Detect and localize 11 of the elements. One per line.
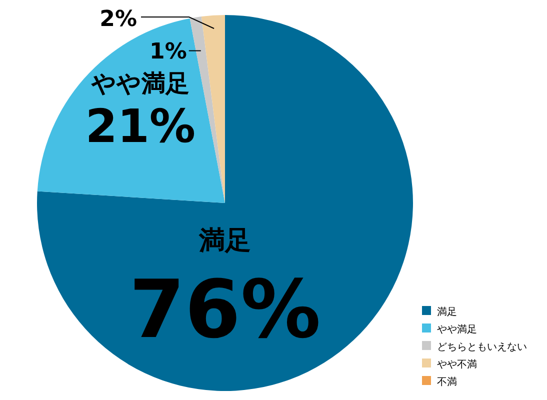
legend-label: やや満足 — [437, 324, 477, 336]
data-label: 21% — [85, 99, 196, 154]
legend-label: 不満 — [437, 376, 457, 388]
data-label: 2% — [100, 7, 137, 32]
slice-label: 満足 — [198, 226, 251, 256]
legend-label: やや不満 — [437, 358, 477, 370]
legend-label: 満足 — [437, 306, 457, 318]
data-label: 1% — [150, 40, 187, 65]
slice-label: やや満足 — [90, 70, 190, 98]
legend-label: どちらともいえない — [437, 342, 527, 353]
data-label: 76% — [129, 263, 321, 356]
